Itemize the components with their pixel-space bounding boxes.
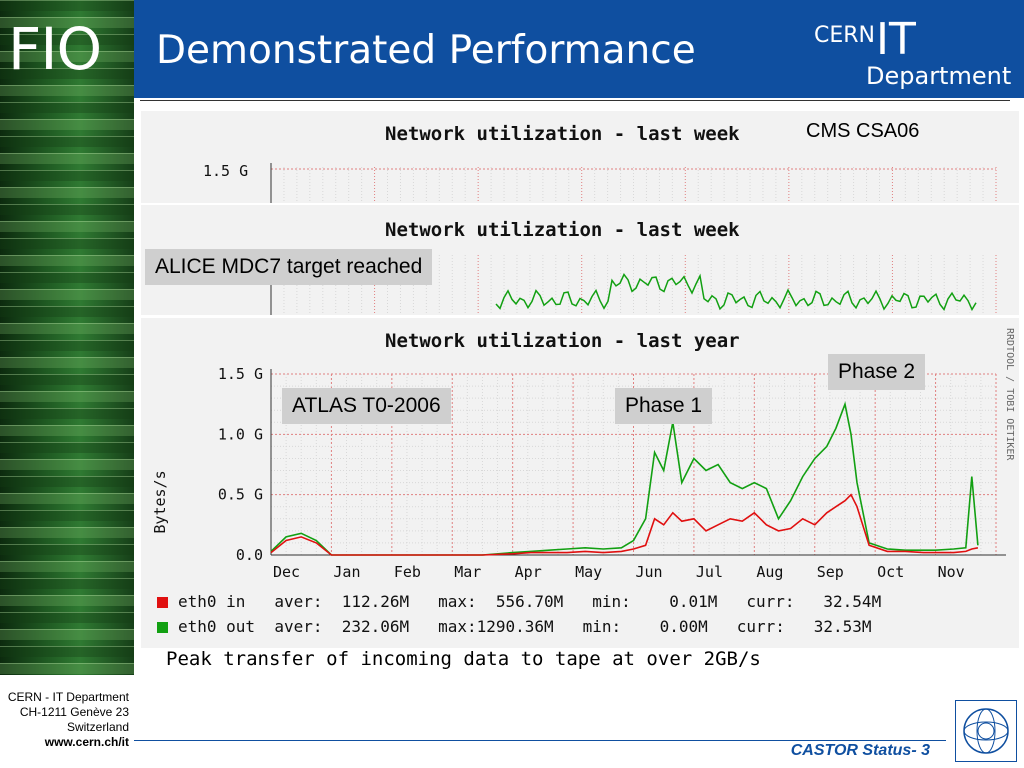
y-tick-label: 1.0 G	[218, 425, 263, 443]
annotation-phase-1: Phase 1	[615, 388, 713, 424]
x-tick-label: Apr	[515, 563, 542, 581]
rrdtool-credit: RRDTOOL / TOBI OETIKER	[1004, 328, 1015, 461]
footer-address: CERN - IT Department CH-1211 Genève 23 S…	[0, 690, 129, 750]
annotation-alice-mdc7: ALICE MDC7 target reached	[145, 249, 433, 285]
legend-swatch-in	[157, 597, 168, 608]
year-chart-svg: Dec Jan Feb Mar Apr May Jun Jul Aug Sep Oct Nov 0.0…	[151, 328, 1015, 581]
panel-title-week-cms: Network utilization - last week	[385, 123, 740, 145]
annotation-atlas-t0-2006: ATLAS T0-2006	[282, 388, 451, 424]
week-cms-grid: 1.5 G	[203, 162, 997, 203]
y-axis-label: Bytes/s	[151, 470, 169, 533]
panel-title-week-alice: Network utilization - last week	[385, 219, 740, 241]
slide-caption: Peak transfer of incoming data to tape a…	[166, 648, 761, 670]
footer-line-2: CH-1211 Genève 23	[19, 705, 129, 719]
legend-eth0-in: eth0 in aver: 112.26M max: 556.70M min: …	[157, 592, 881, 611]
y-tick-label: 0.0	[236, 546, 263, 564]
x-tick-label: Jun	[636, 563, 663, 581]
cern-it-department-logo: CERN IT Department	[814, 14, 1011, 90]
y-tick-label: 1.5 G	[218, 365, 263, 383]
cern-emblem-icon	[955, 700, 1017, 762]
legend-swatch-out	[157, 622, 168, 633]
series-line-eth0-in	[270, 493, 979, 556]
sidebar-rack-image: FIO	[0, 0, 134, 675]
legend-eth0-out: eth0 out aver: 232.06M max:1290.36M min:…	[157, 617, 872, 636]
footer-line-1: CERN - IT Department	[7, 690, 129, 704]
it-logo-text: IT	[876, 14, 916, 65]
y-tick-label: 0.5 G	[218, 486, 263, 504]
x-tick-label: Jul	[696, 563, 723, 581]
fio-logo: FIO	[8, 15, 102, 83]
x-tick-label: Feb	[394, 563, 421, 581]
annotation-cms-csa06: CMS CSA06	[806, 120, 920, 142]
legend-text-out: eth0 out aver: 232.06M max:1290.36M min:…	[178, 617, 872, 636]
x-tick-label: Aug	[756, 563, 783, 581]
cern-logo-text: CERN	[814, 23, 875, 48]
x-tick-label: Mar	[454, 563, 481, 581]
footer-divider	[134, 740, 946, 741]
x-tick-label: May	[575, 563, 602, 581]
chart-panel-week-cms: Network utilization - last week 1.5 G	[141, 111, 1019, 203]
x-tick-label: Sep	[817, 563, 844, 581]
week-alice-series-line	[495, 273, 977, 312]
x-tick-label: Jan	[333, 563, 360, 581]
x-tick-label: Dec	[273, 563, 300, 581]
footer-line-3: Switzerland	[66, 720, 129, 734]
chart-collage	[140, 100, 1010, 649]
slide-title: Demonstrated Performance	[156, 28, 696, 73]
annotation-phase-2: Phase 2	[828, 354, 926, 390]
x-tick-label: Nov	[938, 563, 965, 581]
chart-title: Network utilization - last year	[385, 330, 740, 352]
department-logo-text: Department	[866, 62, 1011, 90]
x-tick-label: Oct	[877, 563, 904, 581]
legend-text-in: eth0 in aver: 112.26M max: 556.70M min: …	[178, 592, 882, 611]
footer-url-link[interactable]: www.cern.ch/it	[44, 735, 129, 749]
slide-number-label: CASTOR Status- 3	[790, 742, 930, 759]
week-cms-ytick: 1.5 G	[203, 162, 248, 180]
slide-header: Demonstrated Performance CERN IT Departm…	[134, 0, 1024, 98]
